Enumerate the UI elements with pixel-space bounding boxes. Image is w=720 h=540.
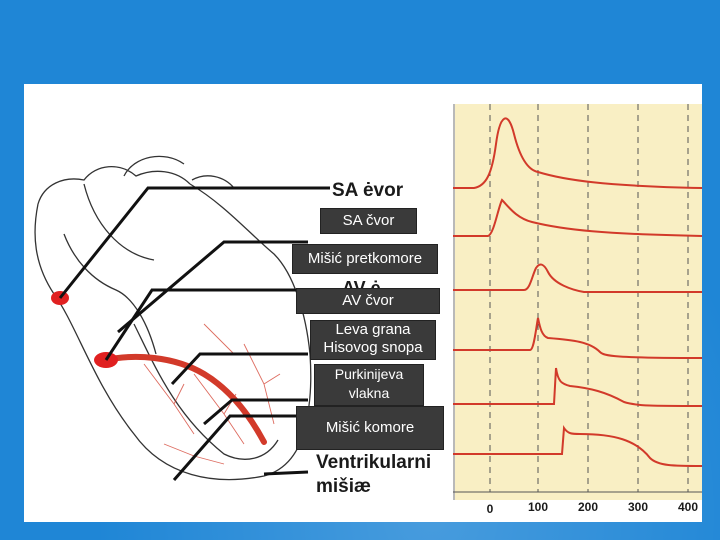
leader-left-bundle	[170, 352, 308, 386]
leader-ventricle	[172, 414, 308, 481]
leader-sa	[58, 186, 330, 299]
label-atrial-muscle-text: Mišić pretkomore	[307, 250, 423, 267]
label-av-node: AV čvor	[296, 288, 440, 314]
tick-label: 300	[627, 500, 649, 514]
trace-purkinje	[453, 367, 702, 407]
heart-conduction-figure: SA ėvor AV ė Ventrikularni mišiæ SA čvor…	[24, 84, 702, 522]
heart-drawing	[34, 155, 312, 481]
label-purkinje: Purkinijeva vlakna	[314, 364, 424, 406]
label-left-bundle-line2: Hisovog snopa	[323, 339, 423, 356]
heart-outline-top	[37, 165, 191, 205]
label-left-bundle: Leva grana Hisovog snopa	[310, 320, 436, 360]
trace-av-node	[453, 263, 702, 293]
trace-ventricle	[453, 425, 702, 467]
ventricle-wall	[133, 323, 279, 460]
septum-upper	[63, 233, 157, 355]
label-sa-node: SA čvor	[320, 208, 417, 234]
label-ventricle-muscle: Mišić komore	[296, 406, 444, 450]
heart-outline-right	[189, 183, 312, 425]
label-purkinje-line1: Purkinijeva	[334, 366, 404, 382]
tick-label: 200	[577, 500, 599, 514]
label-purkinje-line2: vlakna	[348, 385, 390, 401]
label-left-bundle-line1: Leva grana	[335, 321, 411, 338]
leader-purkinje	[203, 398, 308, 426]
action-potential-traces	[453, 117, 702, 467]
leader-atrial	[117, 240, 308, 334]
label-ventricle-muscle-text: Mišić komore	[325, 419, 415, 436]
leader-ventricular-muscle	[263, 470, 309, 476]
trace-left-bundle	[453, 317, 702, 359]
label-av-node-text: AV čvor	[342, 292, 394, 309]
tick-label: 0	[486, 502, 494, 516]
trace-sa-node	[453, 117, 702, 189]
label-sa-node-text: SA čvor	[342, 212, 395, 229]
leader-av	[104, 288, 308, 361]
vessel-right	[191, 175, 235, 189]
tick-label: 100	[527, 500, 549, 514]
figure-graphics	[34, 104, 702, 493]
vessel-top	[123, 155, 185, 177]
original-label-ventricular-line2: mišiæ	[316, 476, 371, 497]
trace-atrial-muscle	[453, 198, 702, 237]
tick-label: 400	[677, 500, 699, 514]
original-label-sa: SA ėvor	[332, 180, 404, 201]
original-label-ventricular-line1: Ventrikularni	[316, 452, 432, 473]
time-gridlines	[489, 104, 689, 492]
leader-lines	[58, 186, 330, 481]
label-atrial-muscle: Mišić pretkomore	[292, 244, 438, 274]
